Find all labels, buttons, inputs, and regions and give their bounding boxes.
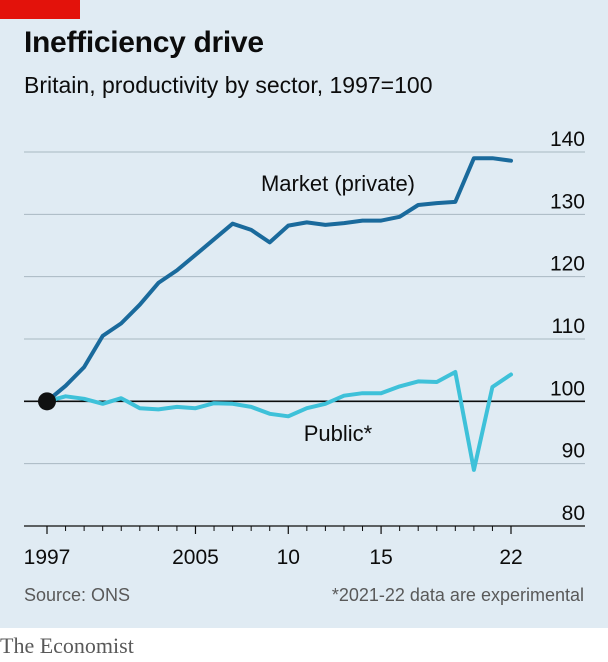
y-tick-label: 120 (550, 253, 585, 276)
public-series-label: Public* (304, 421, 373, 446)
chart-subtitle: Britain, productivity by sector, 1997=10… (24, 72, 433, 98)
brand-red-tag (0, 0, 80, 19)
y-tick-label: 140 (550, 128, 585, 151)
market-series-label: Market (private) (261, 171, 415, 196)
market-series-line (45, 156, 513, 404)
y-tick-label: 80 (562, 502, 585, 525)
source-note: Source: ONS (24, 585, 131, 605)
footnote: *2021-22 data are experimental (331, 585, 584, 605)
y-tick-label: 90 (562, 440, 585, 463)
line-chart: 80 90 100 110 120 130 140 1997 2005 10 15 22 Market … (24, 128, 585, 569)
brand-name: The Economist (0, 633, 134, 658)
y-tick-label: 110 (552, 315, 585, 338)
x-tick-label: 1997 (24, 546, 71, 569)
x-tick-label: 22 (499, 546, 522, 569)
y-tick-label: 100 (550, 377, 585, 400)
y-tick-label: 130 (550, 190, 585, 213)
chart-title: Inefficiency drive (24, 26, 264, 59)
base-year-marker (38, 392, 56, 411)
public-series-line (45, 370, 513, 472)
x-tick-label: 10 (277, 546, 300, 569)
x-tick-label: 15 (369, 546, 392, 569)
x-tick-label: 2005 (172, 546, 219, 569)
chart-card: Inefficiency drive Britain, productivity… (0, 0, 608, 628)
